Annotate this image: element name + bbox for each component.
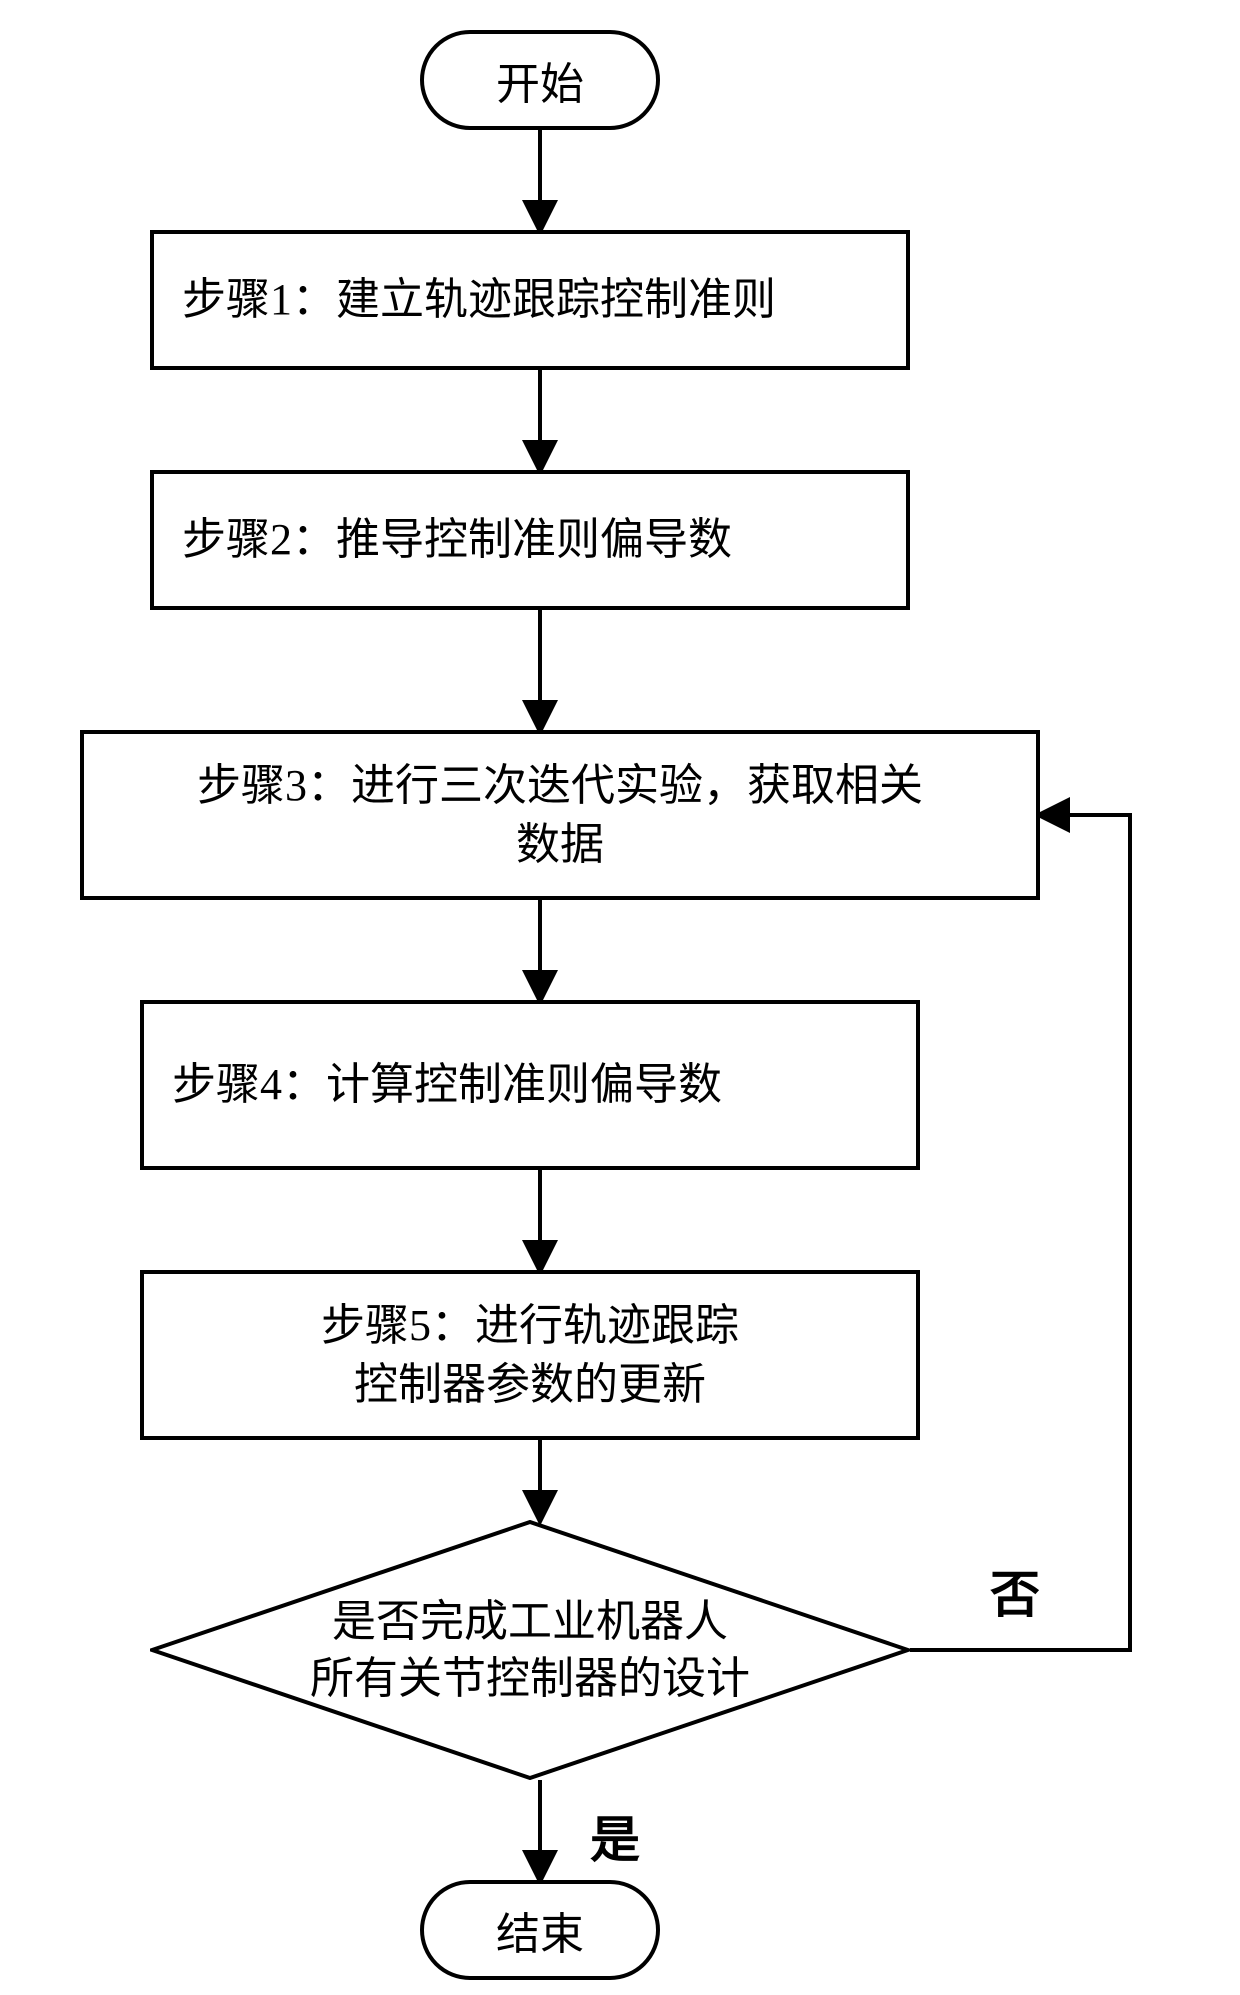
edge-label-yes: 是 bbox=[590, 1800, 640, 1872]
terminator-start: 开始 bbox=[420, 30, 660, 130]
decision-node: 是否完成工业机器人所有关节控制器的设计 bbox=[150, 1520, 910, 1780]
terminator-end-label: 结束 bbox=[496, 1898, 584, 1962]
process-step2-label: 步骤2：推导控制准则偏导数 bbox=[182, 510, 732, 569]
process-step1: 步骤1：建立轨迹跟踪控制准则 bbox=[150, 230, 910, 370]
terminator-start-label: 开始 bbox=[496, 48, 584, 112]
edge-label-no: 否 bbox=[990, 1555, 1040, 1627]
flowchart-canvas: 开始 步骤1：建立轨迹跟踪控制准则 步骤2：推导控制准则偏导数 步骤3：进行三次… bbox=[0, 0, 1240, 1995]
terminator-end: 结束 bbox=[420, 1880, 660, 1980]
process-step1-label: 步骤1：建立轨迹跟踪控制准则 bbox=[182, 270, 776, 329]
process-step4-label: 步骤4：计算控制准则偏导数 bbox=[172, 1055, 722, 1114]
process-step3-label: 步骤3：进行三次迭代实验，获取相关数据 bbox=[197, 756, 923, 875]
process-step5: 步骤5：进行轨迹跟踪控制器参数的更新 bbox=[140, 1270, 920, 1440]
decision-shape bbox=[150, 1520, 910, 1780]
process-step2: 步骤2：推导控制准则偏导数 bbox=[150, 470, 910, 610]
process-step4: 步骤4：计算控制准则偏导数 bbox=[140, 1000, 920, 1170]
process-step3: 步骤3：进行三次迭代实验，获取相关数据 bbox=[80, 730, 1040, 900]
process-step5-label: 步骤5：进行轨迹跟踪控制器参数的更新 bbox=[321, 1296, 739, 1415]
